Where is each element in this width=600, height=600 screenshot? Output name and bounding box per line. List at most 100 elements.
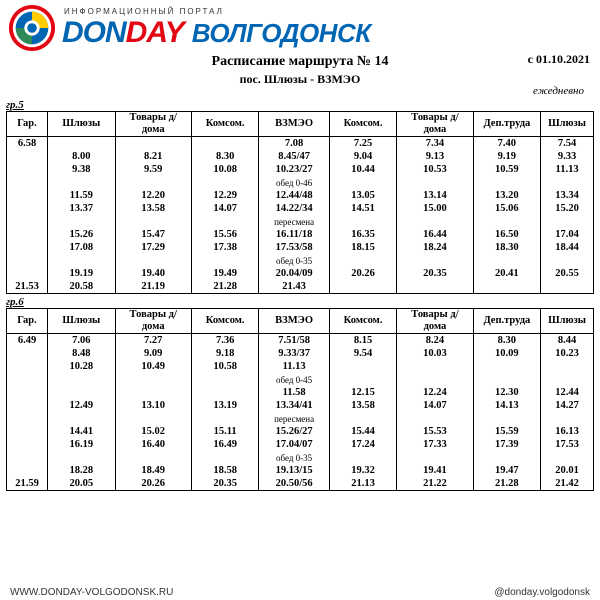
cell [115,373,191,386]
cell [115,254,191,267]
effective-date: с 01.10.2021 [528,52,590,67]
table-row: 10.2810.4910.5811.13 [7,360,594,373]
cell: 21.53 [7,280,48,294]
cell: 15.56 [191,228,259,241]
cell [7,163,48,176]
column-header: Комсом. [329,112,397,137]
cell [191,176,259,189]
table-row: 17.0817.2917.3817.53/5818.1518.2418.3018… [7,241,594,254]
cell: 20.04/09 [259,267,329,280]
cell: 21.59 [7,477,48,491]
cell: 13.10 [115,399,191,412]
column-header: Комсом. [191,309,259,334]
cell [473,360,541,373]
cell: 15.53 [397,425,473,438]
cell [397,280,473,294]
table-row: 8.489.099.189.33/379.5410.0310.0910.23 [7,347,594,360]
cell: 14.07 [191,202,259,215]
cell: 20.01 [541,464,594,477]
cell [7,254,48,267]
cell [7,412,48,425]
cell [48,412,116,425]
column-header: ВЗМЭО [259,112,329,137]
table-row: 14.4115.0215.1115.26/2715.4415.5315.5916… [7,425,594,438]
brand-name: DONDAY [62,16,184,50]
cell: 18.58 [191,464,259,477]
cell: 19.47 [473,464,541,477]
cell: 7.40 [473,137,541,151]
cell: 18.15 [329,241,397,254]
cell: 13.20 [473,189,541,202]
cell [115,215,191,228]
cell: 10.23/27 [259,163,329,176]
cell: 8.21 [115,150,191,163]
cell: 15.26 [48,228,116,241]
cell [397,360,473,373]
cell: 12.30 [473,386,541,399]
cell: 10.08 [191,163,259,176]
cell: 20.35 [397,267,473,280]
table-row: 13.3713.5814.0714.22/3414.5115.0015.0615… [7,202,594,215]
cell: 10.44 [329,163,397,176]
cell: 14.13 [473,399,541,412]
logo-icon [8,4,56,52]
cell: 17.38 [191,241,259,254]
cell: 14.07 [397,399,473,412]
cell: 9.18 [191,347,259,360]
cell: 13.58 [115,202,191,215]
column-header: Товары д/ дома [397,112,473,137]
table-row: обед 0-45 [7,373,594,386]
cell [7,150,48,163]
cell: 7.06 [48,334,116,348]
cell [541,176,594,189]
cell: 21.28 [473,477,541,491]
cell [7,438,48,451]
table-row: 19.1919.4019.4920.04/0920.2620.3520.4120… [7,267,594,280]
cell: 8.45/47 [259,150,329,163]
cell: 16.13 [541,425,594,438]
cell [115,176,191,189]
cell: 15.02 [115,425,191,438]
cell: 17.24 [329,438,397,451]
cell: пересмена [259,215,329,228]
table-row: 21.5920.0520.2620.3520.50/5621.1321.2221… [7,477,594,491]
cell [7,425,48,438]
cell: 19.13/15 [259,464,329,477]
cell [7,464,48,477]
footer: WWW.DONDAY-VOLGODONSK.RU @donday.volgodo… [0,587,600,598]
cell: 12.29 [191,189,259,202]
table-row: 12.4913.1013.1913.34/4113.5814.0714.1314… [7,399,594,412]
cell: 21.22 [397,477,473,491]
cell [541,215,594,228]
cell [329,254,397,267]
cell: 13.37 [48,202,116,215]
cell: 11.59 [48,189,116,202]
cell [329,280,397,294]
cell: 7.27 [115,334,191,348]
column-header: Комсом. [329,309,397,334]
cell: 10.59 [473,163,541,176]
cell [48,386,116,399]
cell: 9.09 [115,347,191,360]
cell: 14.41 [48,425,116,438]
cell: 10.49 [115,360,191,373]
cell: 10.03 [397,347,473,360]
cell [397,451,473,464]
cell: 17.04 [541,228,594,241]
column-header: Товары д/ дома [397,309,473,334]
cell [541,360,594,373]
cell: 21.28 [191,280,259,294]
table-row: 11.5812.1512.2412.3012.44 [7,386,594,399]
group-label: гр.6 [6,296,600,308]
cell [541,280,594,294]
cell: 8.48 [48,347,116,360]
cell [7,189,48,202]
cell: 13.19 [191,399,259,412]
schedule-table: Гар.ШлюзыТовары д/ домаКомсом.ВЗМЭОКомсо… [6,308,594,491]
cell: 20.50/56 [259,477,329,491]
cell: 13.05 [329,189,397,202]
cell: 9.13 [397,150,473,163]
cell: 9.04 [329,150,397,163]
cell [473,176,541,189]
cell [473,412,541,425]
